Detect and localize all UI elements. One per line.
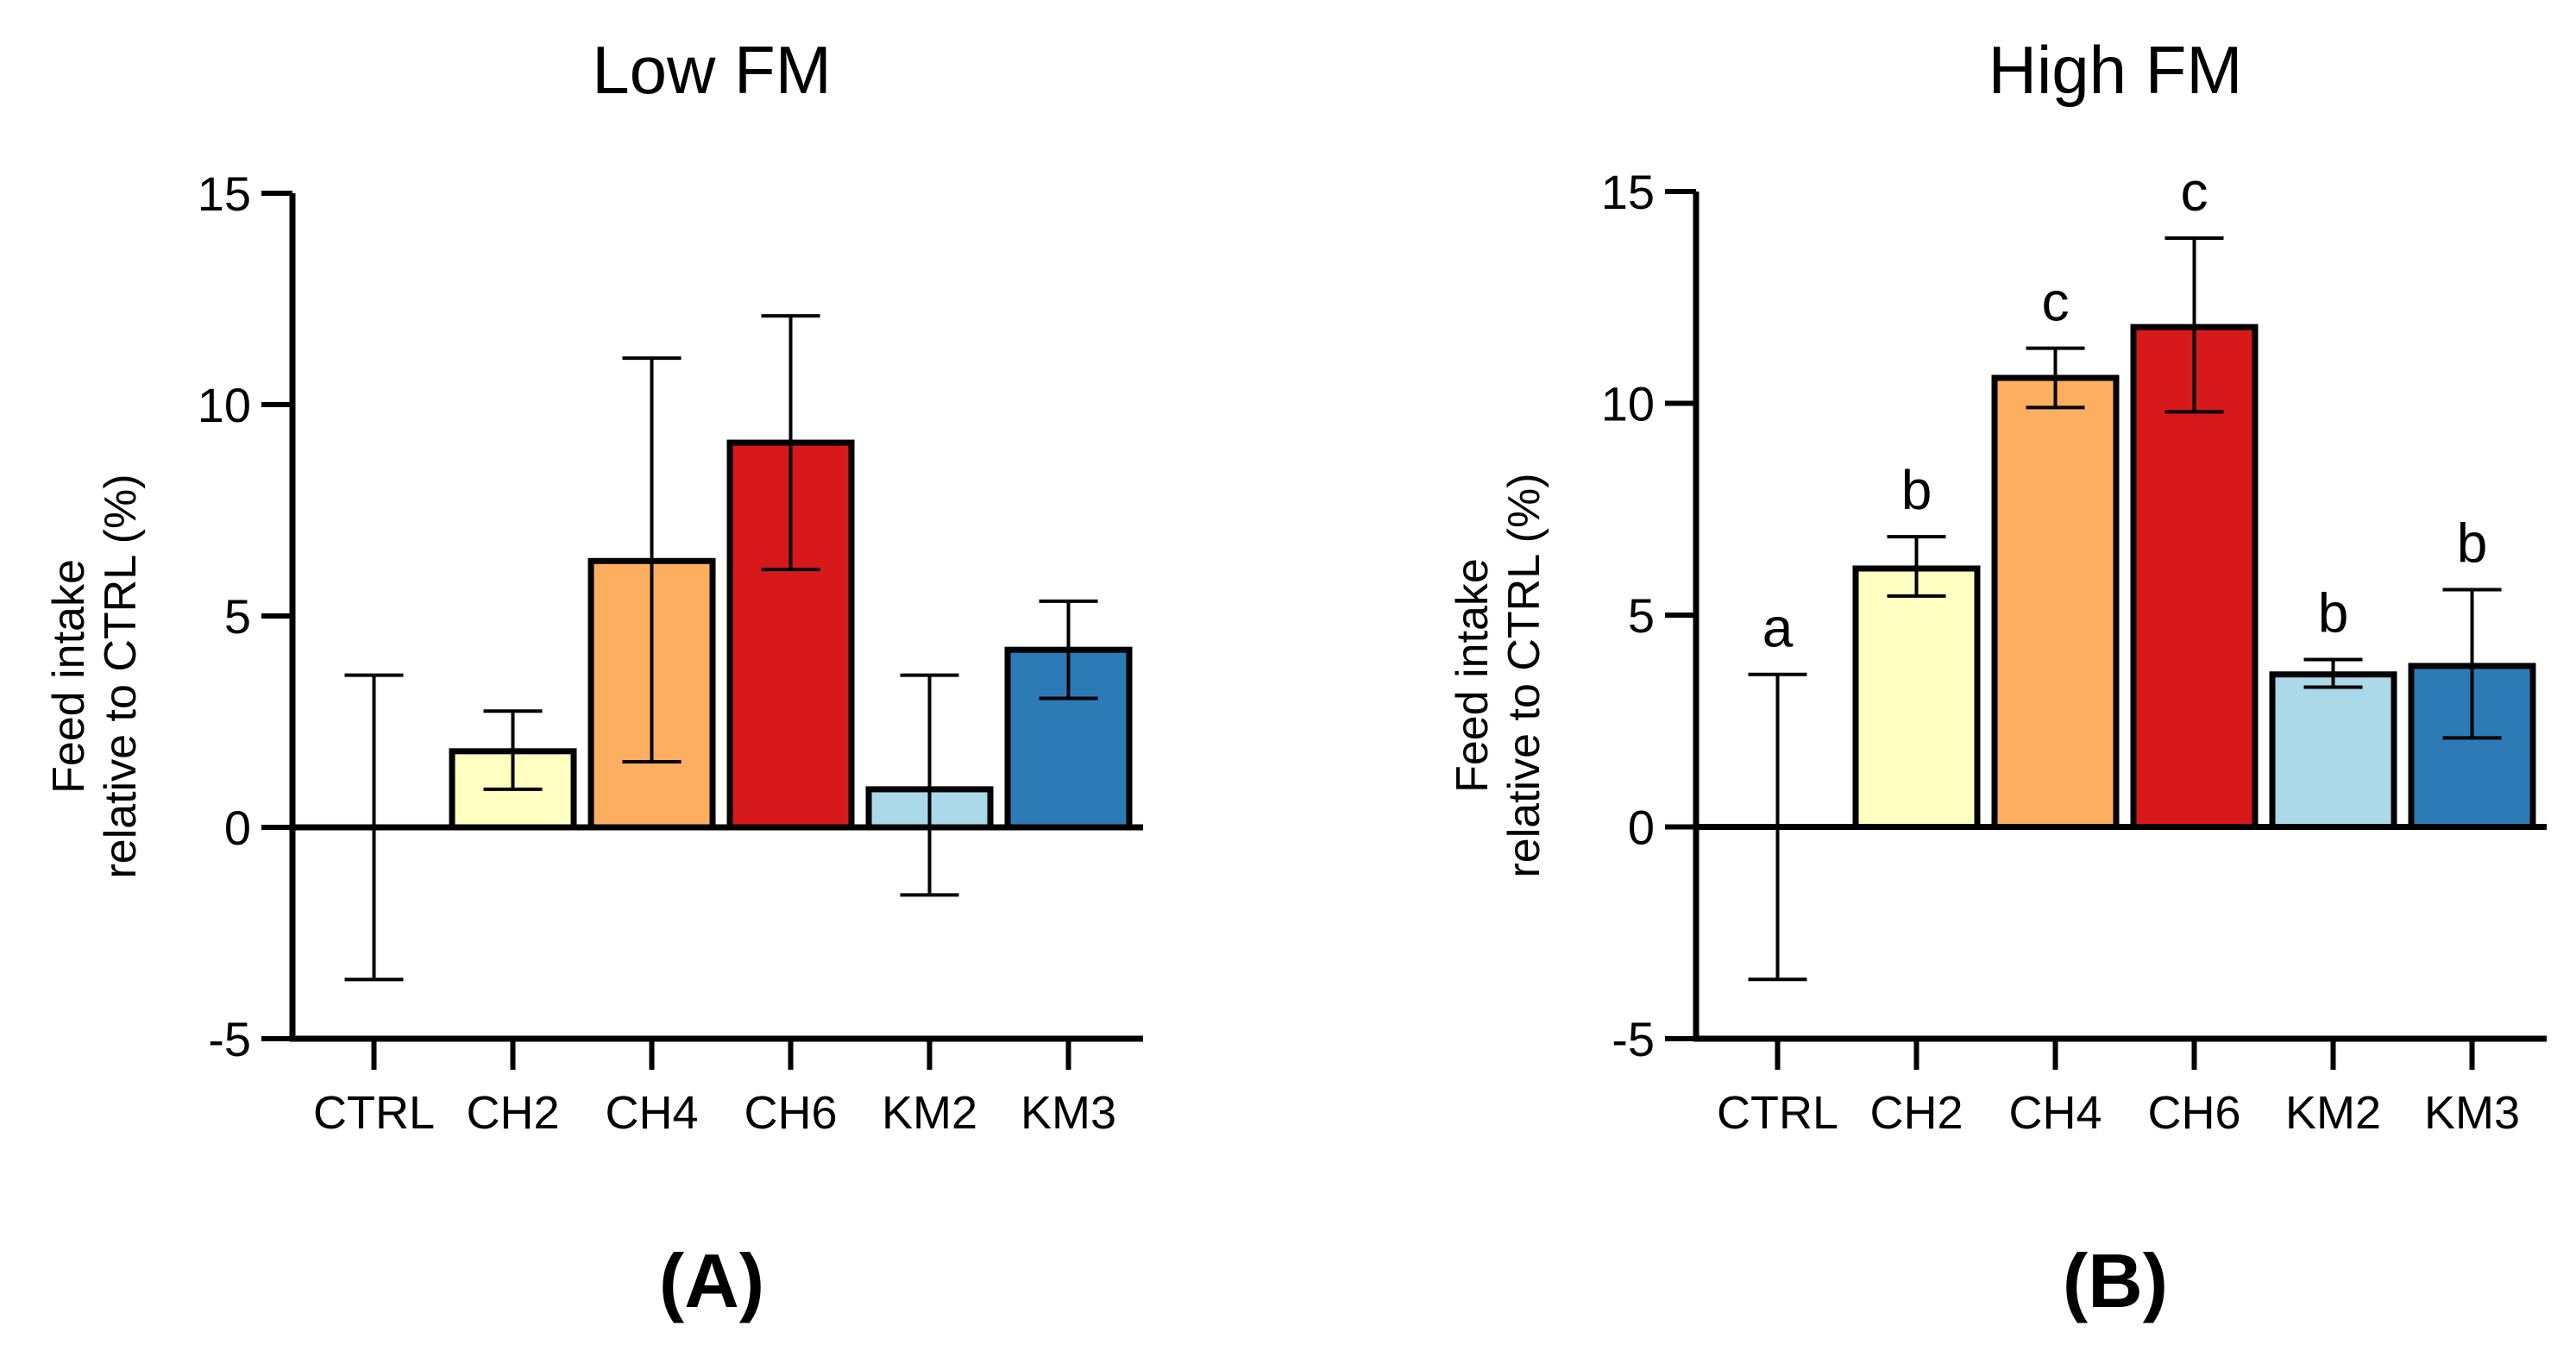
x-tick-label: CTRL bbox=[1717, 1087, 1838, 1139]
x-tick-label: CH4 bbox=[2008, 1087, 2102, 1139]
panel-label: (A) bbox=[659, 1238, 764, 1323]
chart-title: Low FM bbox=[592, 32, 831, 108]
x-tick-label: KM3 bbox=[1021, 1087, 1116, 1139]
y-axis-label-line2: relative to CTRL (%) bbox=[96, 474, 146, 878]
y-axis-label-line1: Feed intake bbox=[1448, 558, 1498, 793]
y-tick-label: 15 bbox=[1601, 165, 1655, 219]
significance-letter: b bbox=[1901, 459, 1932, 521]
x-tick-label: CH4 bbox=[605, 1087, 698, 1139]
y-tick-label: -5 bbox=[208, 1012, 251, 1066]
panel-a: Low FM (A) Feed intake relative to CTRL (%)… bbox=[44, 32, 1143, 1323]
x-tick-label: CH2 bbox=[466, 1087, 559, 1139]
x-tick-label: KM2 bbox=[882, 1087, 977, 1139]
y-tick-label: 0 bbox=[1628, 801, 1655, 855]
x-tick-label: CH2 bbox=[1869, 1087, 1963, 1139]
y-tick-label: 15 bbox=[198, 167, 251, 221]
y-tick-label: 5 bbox=[1628, 588, 1655, 643]
bar-ch4 bbox=[1991, 374, 2120, 831]
bar-ch2 bbox=[1852, 565, 1981, 830]
y-tick-label: 0 bbox=[224, 801, 251, 855]
significance-letter: c bbox=[2181, 160, 2208, 223]
significance-letter: a bbox=[1762, 597, 1794, 659]
y-tick-label: 5 bbox=[224, 589, 251, 644]
y-tick-label: -5 bbox=[1612, 1012, 1655, 1066]
x-tick-label: CTRL bbox=[313, 1087, 435, 1139]
x-tick-label: CH6 bbox=[744, 1087, 837, 1139]
y-axis-label-line1: Feed intake bbox=[44, 559, 94, 794]
panel-label: (B) bbox=[2063, 1238, 2168, 1323]
panel-b: High FM (B) Feed intake relative to CTRL (%… bbox=[1448, 32, 2547, 1323]
significance-letter: b bbox=[2318, 582, 2349, 644]
y-tick-label: 10 bbox=[198, 378, 251, 432]
y-axis-label-line2: relative to CTRL (%) bbox=[1499, 473, 1549, 877]
x-tick-label: KM3 bbox=[2424, 1087, 2520, 1139]
bar-km2 bbox=[2269, 671, 2397, 830]
significance-letter: c bbox=[2042, 271, 2070, 333]
chart-title: High FM bbox=[1989, 32, 2243, 108]
x-tick-label: KM2 bbox=[2285, 1087, 2381, 1139]
significance-letter: b bbox=[2457, 512, 2488, 575]
x-tick-label: CH6 bbox=[2147, 1087, 2240, 1139]
y-tick-label: 10 bbox=[1601, 377, 1655, 431]
